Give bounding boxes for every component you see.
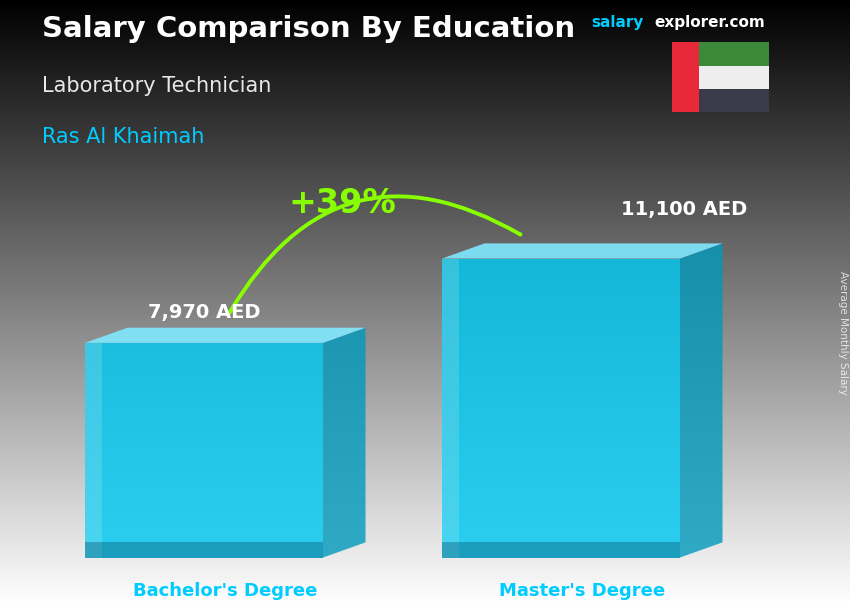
- Polygon shape: [85, 343, 323, 558]
- Text: Master's Degree: Master's Degree: [499, 582, 666, 600]
- FancyArrowPatch shape: [230, 196, 520, 313]
- Text: Laboratory Technician: Laboratory Technician: [42, 76, 272, 96]
- Polygon shape: [442, 259, 680, 558]
- Text: Average Monthly Salary: Average Monthly Salary: [838, 271, 848, 395]
- Text: explorer.com: explorer.com: [654, 15, 765, 30]
- Polygon shape: [85, 343, 102, 558]
- Text: 11,100 AED: 11,100 AED: [620, 200, 747, 219]
- Polygon shape: [85, 542, 323, 558]
- Polygon shape: [442, 259, 459, 558]
- Text: Ras Al Khaimah: Ras Al Khaimah: [42, 127, 205, 147]
- Polygon shape: [323, 328, 366, 558]
- Text: Salary Comparison By Education: Salary Comparison By Education: [42, 15, 575, 43]
- Text: Bachelor's Degree: Bachelor's Degree: [133, 582, 317, 600]
- Polygon shape: [680, 244, 722, 558]
- Polygon shape: [699, 42, 769, 65]
- Polygon shape: [672, 42, 699, 112]
- Polygon shape: [442, 542, 680, 558]
- Polygon shape: [442, 244, 722, 259]
- Polygon shape: [699, 89, 769, 112]
- Text: 7,970 AED: 7,970 AED: [148, 302, 260, 322]
- Polygon shape: [699, 65, 769, 89]
- Polygon shape: [85, 328, 365, 343]
- Text: salary: salary: [591, 15, 643, 30]
- Text: +39%: +39%: [289, 187, 396, 220]
